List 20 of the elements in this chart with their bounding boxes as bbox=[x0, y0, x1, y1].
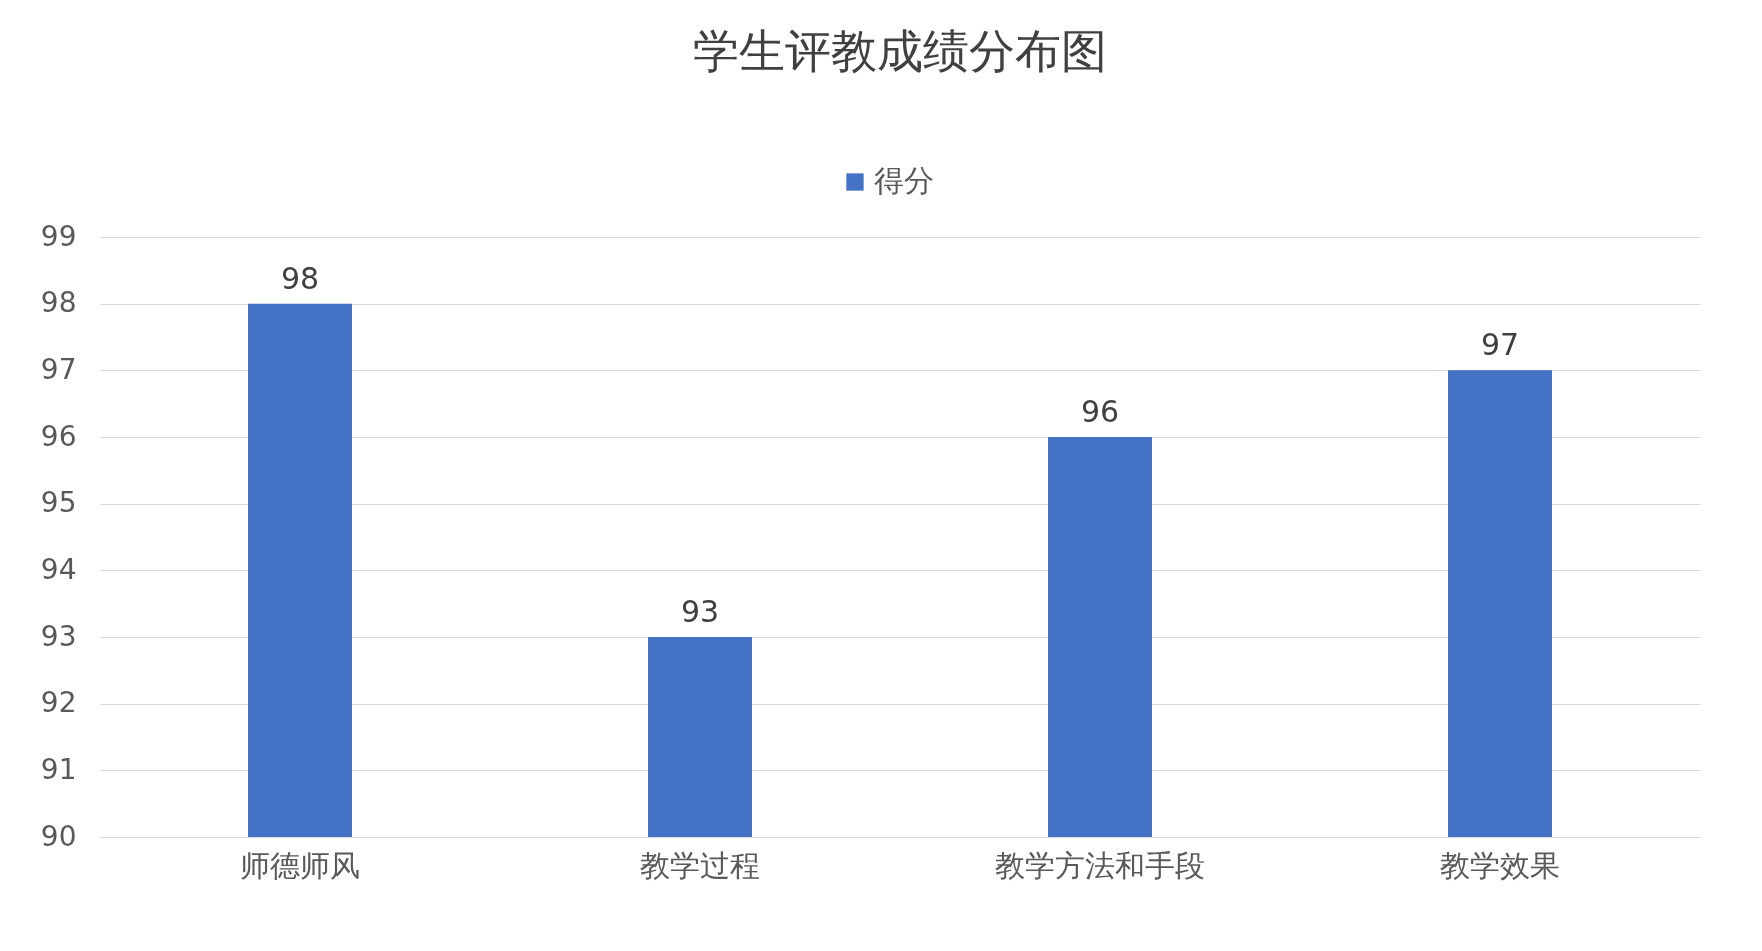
y-tick-label: 98 bbox=[40, 286, 77, 320]
x-tick-label: 教学方法和手段 bbox=[995, 847, 1205, 883]
data-label: 96 bbox=[1080, 394, 1120, 429]
data-label: 98 bbox=[280, 260, 320, 296]
data-label: 97 bbox=[1480, 327, 1520, 363]
data-label: 93 bbox=[680, 594, 720, 629]
y-tick-label: 93 bbox=[40, 619, 77, 653]
y-tick-label: 94 bbox=[40, 552, 77, 586]
x-tick-label: 师德师风 bbox=[240, 847, 360, 883]
y-tick-label: 92 bbox=[40, 686, 77, 720]
x-tick-label: 教学效果 bbox=[1440, 847, 1560, 883]
x-tick-label: 教学过程 bbox=[640, 847, 760, 883]
y-tick-label: 96 bbox=[40, 419, 77, 453]
y-tick-label: 99 bbox=[40, 219, 77, 253]
y-tick-label: 97 bbox=[40, 352, 77, 386]
y-tick-label: 90 bbox=[40, 819, 77, 853]
y-tick-label: 91 bbox=[40, 752, 77, 786]
chart-title: 学生评教成绩分布图 bbox=[693, 24, 1107, 78]
y-tick-label: 95 bbox=[40, 486, 77, 520]
legend-label: 得分 bbox=[874, 163, 934, 198]
